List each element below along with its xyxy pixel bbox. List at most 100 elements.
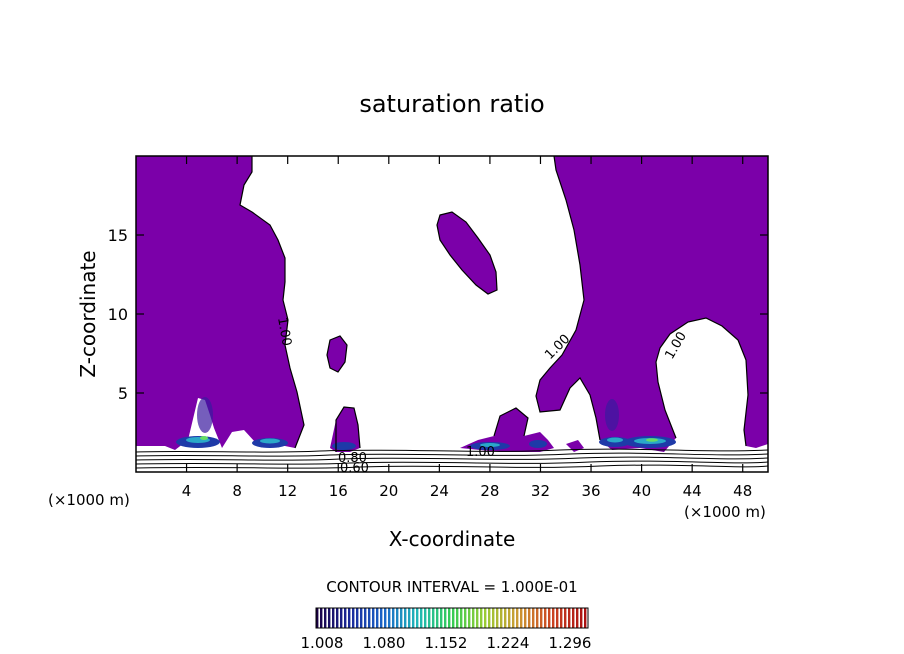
- colorbar-stripe: [584, 608, 587, 628]
- colorbar-stripe: [456, 608, 459, 628]
- y-axis-label: Z-coordinate: [76, 250, 100, 377]
- x-tick-label: 32: [531, 482, 550, 500]
- colorbar-stripe: [508, 608, 511, 628]
- colorbar-stripe: [336, 608, 339, 628]
- colorbar-stripe: [568, 608, 571, 628]
- colorbar-stripe: [360, 608, 363, 628]
- colorbar-stripe: [352, 608, 355, 628]
- high-value-patches: [176, 397, 676, 450]
- colorbar-stripe: [536, 608, 539, 628]
- colorbar-stripe: [372, 608, 375, 628]
- colorbar-stripe: [452, 608, 455, 628]
- colorbar-stripe: [544, 608, 547, 628]
- colorbar-stripe: [364, 608, 367, 628]
- colorbar-stripe: [316, 608, 319, 628]
- x-axis: 4 8 12 16 20 24 28 32 36 40 44 48: [182, 156, 752, 500]
- colorbar-stripe: [332, 608, 335, 628]
- colorbar-label: 1.296: [549, 634, 592, 652]
- colorbar-stripe: [400, 608, 403, 628]
- contour-interval-text: CONTOUR INTERVAL = 1.000E-01: [326, 578, 577, 596]
- y-axis: 5 10 15: [108, 226, 768, 403]
- colorbar-stripe: [524, 608, 527, 628]
- colorbar-stripe: [448, 608, 451, 628]
- x-tick-label: 12: [278, 482, 297, 500]
- y-tick-label: 5: [118, 384, 128, 403]
- colorbar-stripe: [324, 608, 327, 628]
- x-tick-label: 4: [182, 482, 192, 500]
- colorbar-stripe: [560, 608, 563, 628]
- colorbar-stripe: [528, 608, 531, 628]
- x-tick-label: 8: [232, 482, 242, 500]
- colorbar-stripe: [424, 608, 427, 628]
- colorbar-stripe: [356, 608, 359, 628]
- colorbar-stripe: [564, 608, 567, 628]
- contour-fill-right: [536, 156, 768, 452]
- colorbar-stripe: [392, 608, 395, 628]
- plot-area: 1.00 1.00 1.00 1.00 0.80 0.60: [136, 156, 768, 472]
- colorbar-stripe: [444, 608, 447, 628]
- colorbar-stripe: [504, 608, 507, 628]
- colorbar-stripe: [412, 608, 415, 628]
- y-tick-label: 15: [108, 226, 128, 245]
- colorbar-stripe: [548, 608, 551, 628]
- contour-fill-small-cell: [327, 336, 347, 372]
- colorbar-stripe: [468, 608, 471, 628]
- x-tick-label: 16: [329, 482, 348, 500]
- colorbar-stripe: [380, 608, 383, 628]
- x-tick-label: 28: [480, 482, 499, 500]
- x-axis-label: X-coordinate: [389, 527, 516, 551]
- colorbar-stripe: [516, 608, 519, 628]
- colorbar: 1.008 1.080 1.152 1.224 1.296: [301, 607, 592, 652]
- colorbar-stripe: [484, 608, 487, 628]
- colorbar-stripe: [576, 608, 579, 628]
- colorbar-label: 1.080: [363, 634, 406, 652]
- colorbar-label: 1.224: [487, 634, 530, 652]
- colorbar-stripe: [476, 608, 479, 628]
- x-unit-left: (×1000 m): [48, 491, 130, 509]
- colorbar-stripe: [540, 608, 543, 628]
- colorbar-stripe: [328, 608, 331, 628]
- colorbar-stripe: [532, 608, 535, 628]
- colorbar-stripe: [416, 608, 419, 628]
- colorbar-stripe: [368, 608, 371, 628]
- x-tick-label: 48: [733, 482, 752, 500]
- contour-lines: [239, 156, 749, 452]
- contour-label: 1.00: [274, 316, 294, 347]
- contour-fill-left: [136, 156, 304, 450]
- chart-title: saturation ratio: [359, 90, 544, 118]
- colorbar-stripe: [552, 608, 555, 628]
- colorbar-stripe: [440, 608, 443, 628]
- colorbar-stripes: [316, 608, 587, 628]
- colorbar-stripe: [432, 608, 435, 628]
- colorbar-stripe: [496, 608, 499, 628]
- y-tick-label: 10: [108, 305, 128, 324]
- colorbar-label: 1.008: [301, 634, 344, 652]
- colorbar-stripe: [344, 608, 347, 628]
- colorbar-stripe: [492, 608, 495, 628]
- colorbar-stripe: [488, 608, 491, 628]
- colorbar-stripe: [512, 608, 515, 628]
- colorbar-stripe: [572, 608, 575, 628]
- colorbar-stripe: [480, 608, 483, 628]
- colorbar-stripe: [464, 608, 467, 628]
- colorbar-stripe: [396, 608, 399, 628]
- colorbar-stripe: [436, 608, 439, 628]
- colorbar-stripe: [340, 608, 343, 628]
- colorbar-stripe: [472, 608, 475, 628]
- x-tick-label: 24: [430, 482, 449, 500]
- colorbar-stripe: [580, 608, 583, 628]
- x-tick-label: 44: [683, 482, 702, 500]
- contour-label: 0.80: [338, 451, 367, 466]
- contour-fill-cluster-1: [460, 408, 554, 452]
- colorbar-stripe: [388, 608, 391, 628]
- x-tick-label: 36: [581, 482, 600, 500]
- colorbar-stripe: [376, 608, 379, 628]
- colorbar-stripe: [520, 608, 523, 628]
- colorbar-stripe: [420, 608, 423, 628]
- colorbar-stripe: [428, 608, 431, 628]
- colorbar-label: 1.152: [425, 634, 468, 652]
- x-tick-label: 20: [379, 482, 398, 500]
- colorbar-labels: 1.008 1.080 1.152 1.224 1.296: [301, 634, 592, 652]
- contour-label: 1.00: [466, 445, 495, 460]
